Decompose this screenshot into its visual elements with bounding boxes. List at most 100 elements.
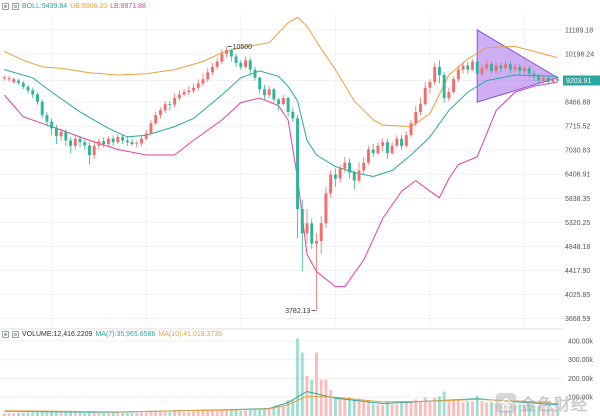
volume-bar [177, 411, 181, 416]
volume-bar [489, 401, 493, 416]
candle-body [163, 104, 167, 111]
volume-bar [83, 412, 87, 416]
candle-body [215, 61, 219, 67]
volume-bar [64, 411, 68, 416]
candle-body [319, 223, 323, 241]
volume-bar [210, 410, 214, 416]
volume-bar [381, 405, 385, 416]
lb-value: LB:8971.88 [110, 3, 146, 10]
ub-value: UB:9906.20 [70, 3, 108, 10]
candle-body [26, 86, 30, 91]
volume-bar [50, 411, 54, 416]
eye-icon[interactable] [2, 331, 9, 338]
volume-bar [310, 379, 314, 416]
eye-icon[interactable] [2, 3, 9, 10]
volume-bar [551, 408, 555, 416]
candle-body [423, 87, 427, 105]
volume-bar [26, 412, 30, 416]
candle-body [158, 110, 162, 116]
volume-bar [144, 412, 148, 416]
ma10-value: MA(10):41,019.3735 [158, 331, 223, 338]
volume-bar [116, 413, 120, 416]
candle-body [461, 65, 465, 70]
ma7-value: MA(7):35,965.6586 [95, 331, 156, 338]
candle-body [556, 79, 560, 81]
candle-body [125, 140, 129, 143]
volume-bar [234, 410, 238, 416]
candle-body [31, 90, 35, 95]
price-tick-label: 6406.91 [565, 172, 590, 179]
volume-bar [239, 410, 243, 416]
candle-body [225, 50, 229, 54]
candle-body [518, 66, 522, 71]
volume-bar [428, 401, 432, 416]
boll-lower-line [4, 81, 558, 288]
volume-bar [7, 413, 11, 416]
volume-bar [324, 379, 328, 416]
candle-body [253, 69, 257, 78]
candle-body [7, 78, 11, 80]
volume-bar [130, 413, 134, 416]
candle-body [381, 142, 385, 146]
volume-ma7-line [4, 390, 558, 413]
volume-tick-label: 400.00k [568, 338, 593, 345]
volume-bar [69, 411, 73, 416]
volume-bar [523, 406, 526, 416]
volume-bar [319, 379, 323, 416]
candle-body [300, 209, 304, 234]
candle-body [447, 92, 451, 99]
price-tick-label: 5320.25 [565, 220, 590, 227]
volume-bar [466, 401, 470, 416]
candle-body [475, 61, 479, 74]
volume-bar [286, 400, 290, 416]
price-tick-label: 4848.18 [565, 244, 590, 251]
volume-tick-label: 300.00k [568, 357, 593, 364]
candle-body [229, 50, 233, 57]
candle-body [220, 53, 224, 62]
candle-body [173, 98, 177, 105]
volume-bar [73, 412, 77, 416]
volume-ma10-line [4, 395, 558, 413]
volume-bar [59, 412, 63, 416]
candle-body [187, 90, 191, 93]
volume-bar [12, 412, 16, 416]
volume-bar [220, 409, 224, 416]
volume-bar [121, 412, 125, 416]
last-price-label: 9203.91 [566, 78, 591, 85]
settings-icon[interactable] [12, 3, 19, 10]
price-axis: 11189.18 10196.24 9203.91 8466.88 7715.52 703… [563, 27, 600, 323]
volume-bar [258, 408, 262, 416]
volume-bar [480, 401, 484, 416]
volume-bar [163, 411, 167, 416]
candle-body [428, 82, 432, 88]
volume-bar [182, 412, 186, 416]
boll-legend: BOLL:9439.84 UB:9906.20 LB:8971.88 [2, 3, 146, 10]
volume-tick-label: 100.00k [568, 395, 593, 402]
volume-bar [102, 412, 106, 416]
candle-body [367, 149, 370, 163]
volume-bar [300, 352, 304, 416]
candle-body [504, 64, 508, 69]
price-tick-label: 4417.90 [565, 268, 590, 275]
volume-bar [329, 390, 333, 416]
boll-middle-line [4, 69, 558, 178]
candle-body [537, 76, 541, 81]
volume-value: VOLUME:12,416.2209 [22, 331, 93, 338]
volume-bar [17, 413, 21, 416]
volume-bar [111, 412, 115, 416]
settings-icon[interactable] [12, 331, 19, 338]
candle-body [400, 138, 404, 146]
volume-bar [267, 409, 271, 416]
volume-tick-label: 200.00k [568, 376, 593, 383]
volume-bar [54, 411, 58, 416]
candle-body [371, 149, 375, 154]
volume-bar [348, 397, 352, 416]
price-tick-label: 4025.85 [565, 292, 590, 299]
candle-body [352, 172, 356, 181]
volume-bar [140, 412, 143, 416]
volume-bar [2, 413, 6, 416]
candle-body [277, 99, 281, 105]
volume-bar [88, 411, 91, 416]
volume-bar [272, 407, 276, 416]
